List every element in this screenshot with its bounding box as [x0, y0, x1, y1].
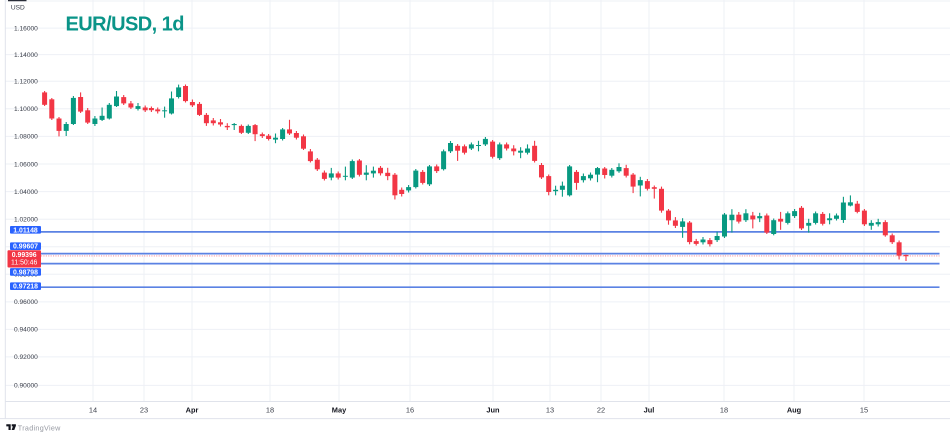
svg-text:0.90000: 0.90000: [14, 383, 38, 390]
svg-text:15: 15: [860, 405, 868, 414]
svg-text:1.01148: 1.01148: [13, 227, 38, 234]
svg-text:0.99607: 0.99607: [13, 244, 38, 251]
svg-text:Apr: Apr: [186, 405, 199, 414]
svg-text:0.98798: 0.98798: [13, 269, 38, 276]
svg-text:0.94000: 0.94000: [14, 327, 38, 334]
svg-text:Jun: Jun: [486, 405, 500, 414]
svg-text:0.97218: 0.97218: [13, 284, 38, 291]
svg-text:0.92000: 0.92000: [14, 354, 38, 361]
svg-text:1.06000: 1.06000: [14, 161, 38, 168]
svg-text:16: 16: [406, 405, 414, 414]
svg-text:18: 18: [266, 405, 274, 414]
svg-text:1.10000: 1.10000: [14, 106, 38, 113]
svg-text:USD: USD: [11, 4, 25, 11]
svg-text:1.08000: 1.08000: [14, 134, 38, 141]
svg-text:23: 23: [140, 405, 148, 414]
svg-text:18: 18: [720, 405, 728, 414]
svg-text:1.04000: 1.04000: [14, 189, 38, 196]
svg-text:EUR/USD, 1d: EUR/USD, 1d: [66, 13, 184, 35]
svg-text:14: 14: [89, 405, 97, 414]
svg-text:0.96000: 0.96000: [14, 299, 38, 306]
svg-text:Aug: Aug: [787, 405, 802, 414]
svg-text:1.14000: 1.14000: [14, 52, 38, 59]
svg-text:0.99396: 0.99396: [12, 252, 37, 259]
svg-text:11:50:46: 11:50:46: [11, 260, 37, 267]
svg-text:13: 13: [546, 405, 554, 414]
svg-text:May: May: [332, 405, 347, 414]
svg-text:22: 22: [597, 405, 605, 414]
svg-text:TradingView: TradingView: [18, 423, 61, 432]
svg-text:1.02000: 1.02000: [14, 217, 38, 224]
svg-text:1.16000: 1.16000: [14, 25, 38, 32]
svg-text:1.12000: 1.12000: [14, 79, 38, 86]
svg-text:Jul: Jul: [644, 405, 655, 414]
